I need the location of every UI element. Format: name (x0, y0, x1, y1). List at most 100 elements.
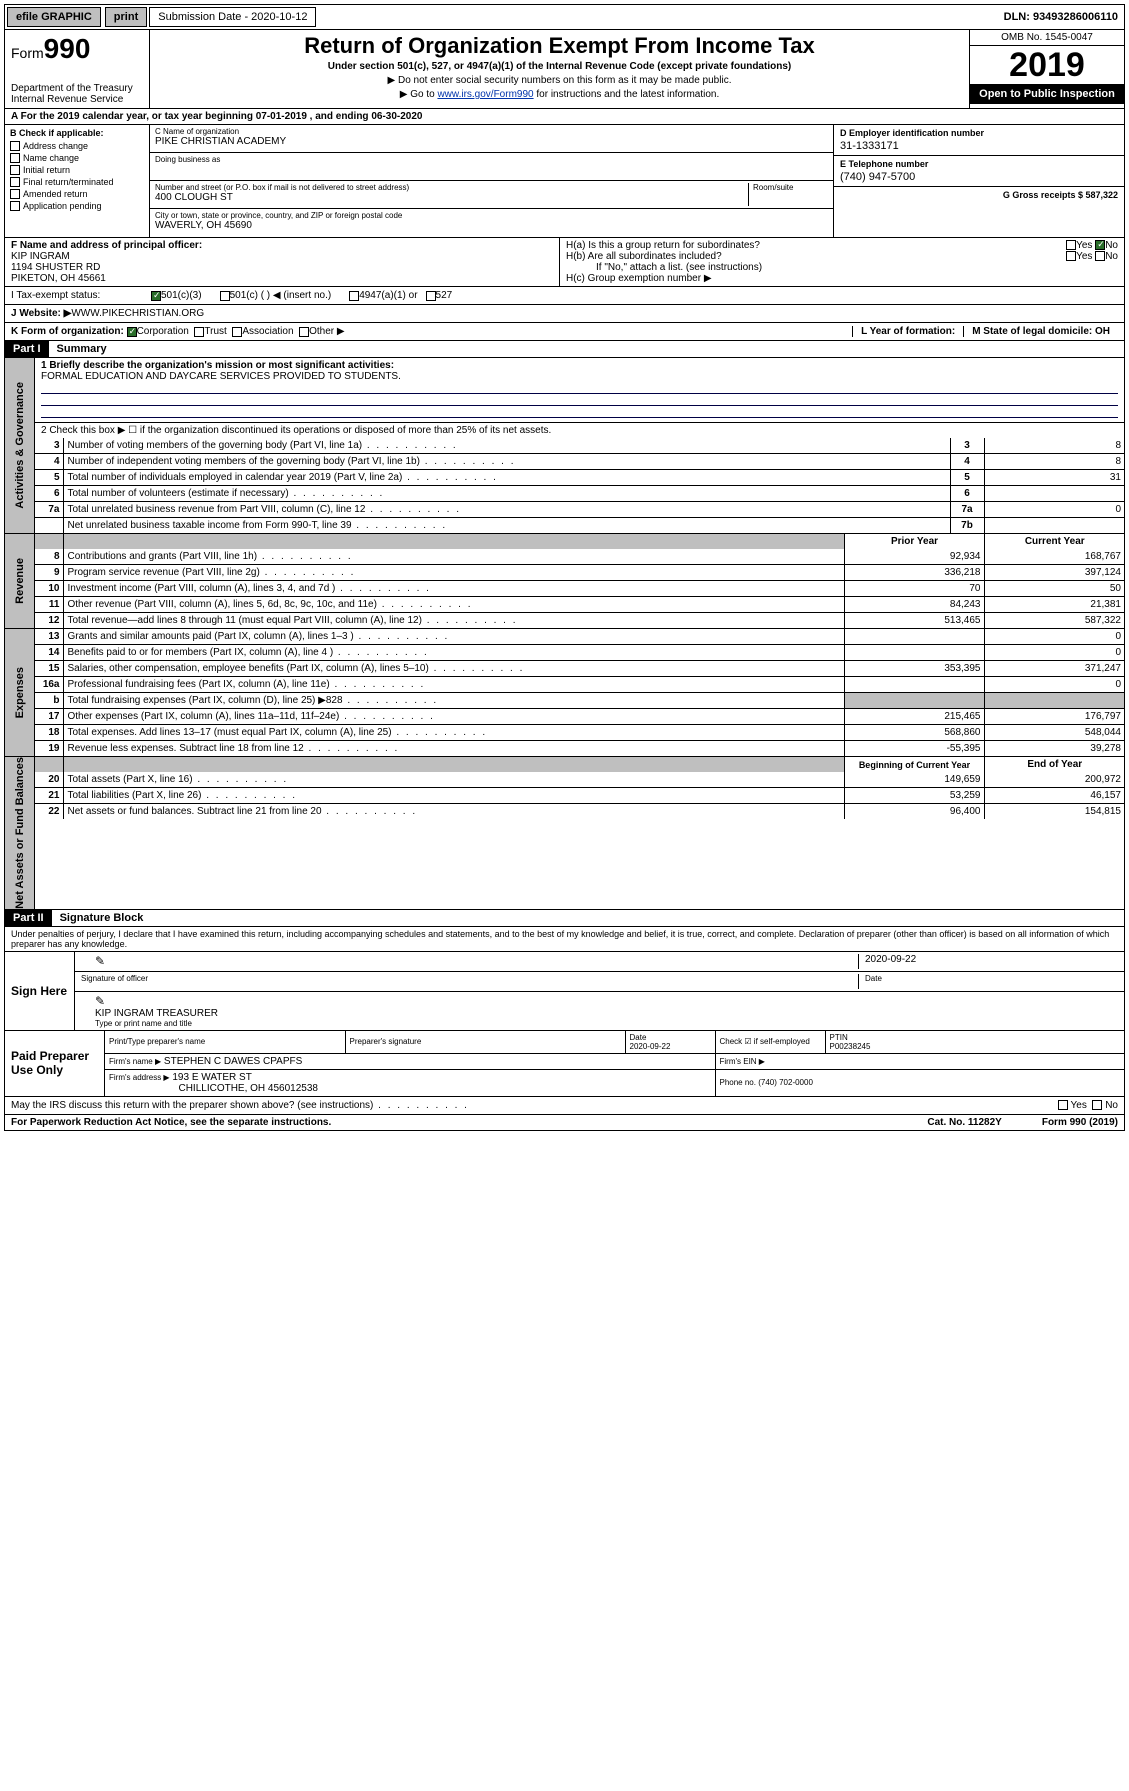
table-row: 18Total expenses. Add lines 13–17 (must … (35, 725, 1124, 741)
open-to-public: Open to Public Inspection (970, 84, 1124, 104)
table-row: bTotal fundraising expenses (Part IX, co… (35, 693, 1124, 709)
ha-yes[interactable] (1066, 240, 1076, 250)
perjury-text: Under penalties of perjury, I declare th… (5, 927, 1124, 951)
irs-link[interactable]: www.irs.gov/Form990 (437, 89, 533, 100)
table-row: 14Benefits paid to or for members (Part … (35, 645, 1124, 661)
form-footer: Form 990 (2019) (1042, 1117, 1118, 1128)
part1-badge: Part I (5, 341, 49, 357)
part2-badge: Part II (5, 910, 52, 926)
chk-corporation[interactable] (127, 327, 137, 337)
rev-h2: Current Year (984, 534, 1124, 549)
chk-name-change[interactable]: Name change (10, 153, 144, 163)
table-row: 9Program service revenue (Part VIII, lin… (35, 565, 1124, 581)
row-j-website: J Website: ▶ WWW.PIKECHRISTIAN.ORG (4, 305, 1125, 323)
sig-date-label: Date (858, 974, 1118, 989)
part1-title: Summary (57, 343, 107, 355)
pen-icon: ✎ (95, 954, 105, 968)
department: Department of the Treasury Internal Reve… (11, 83, 143, 105)
chk-application-pending[interactable]: Application pending (10, 201, 144, 211)
expenses-table: 13Grants and similar amounts paid (Part … (35, 629, 1124, 756)
part2-title: Signature Block (60, 912, 144, 924)
sig-officer-label: Signature of officer (81, 974, 858, 989)
form-label: Form (11, 45, 44, 61)
hb-no[interactable] (1095, 251, 1105, 261)
col-b-header: B Check if applicable: (10, 128, 144, 138)
room-label: Room/suite (753, 183, 828, 192)
hc-label: H(c) Group exemption number ▶ (566, 273, 1118, 284)
chk-4947[interactable] (349, 291, 359, 301)
col-cd: C Name of organization PIKE CHRISTIAN AC… (150, 125, 1124, 237)
discuss-no[interactable] (1092, 1100, 1102, 1110)
expenses-label: Expenses (5, 629, 35, 756)
table-row: 16aProfessional fundraising fees (Part I… (35, 677, 1124, 693)
part2-header-row: Part II Signature Block (4, 910, 1125, 927)
table-row: 11Other revenue (Part VIII, column (A), … (35, 597, 1124, 613)
table-row: 7aTotal unrelated business revenue from … (35, 502, 1124, 518)
typed-name-label: Type or print name and title (95, 1019, 1118, 1028)
col-b-checkboxes: B Check if applicable: Address change Na… (5, 125, 150, 237)
officer-addr1: 1194 SHUSTER RD (11, 262, 553, 273)
chk-trust[interactable] (194, 327, 204, 337)
cat-no: Cat. No. 11282Y (927, 1117, 1001, 1128)
rev-h1: Prior Year (844, 534, 984, 549)
governance-label: Activities & Governance (5, 358, 35, 533)
prep-h2: Preparer's signature (345, 1031, 625, 1054)
row-a-period: A For the 2019 calendar year, or tax yea… (4, 109, 1125, 125)
chk-association[interactable] (232, 327, 242, 337)
omb-number: OMB No. 1545-0047 (970, 30, 1124, 46)
chk-initial-return[interactable]: Initial return (10, 165, 144, 175)
ha-label: H(a) Is this a group return for subordin… (566, 240, 760, 251)
prep-h4: Check ☑ if self-employed (715, 1031, 825, 1054)
ein-label: D Employer identification number (840, 128, 1118, 138)
rev-blank (35, 534, 63, 549)
chk-501c[interactable] (220, 291, 230, 301)
ha-no[interactable] (1095, 240, 1105, 250)
phone-label: E Telephone number (840, 159, 1118, 169)
line2: 2 Check this box ▶ ☐ if the organization… (35, 423, 1124, 438)
chk-other[interactable] (299, 327, 309, 337)
hb-label: H(b) Are all subordinates included? (566, 251, 722, 262)
table-row: 22Net assets or fund balances. Subtract … (35, 804, 1124, 820)
gross-receipts: G Gross receipts $ 587,322 (840, 190, 1118, 200)
preparer-table: Print/Type preparer's name Preparer's si… (105, 1031, 1124, 1096)
netassets-label: Net Assets or Fund Balances (5, 757, 35, 909)
table-row: 19Revenue less expenses. Subtract line 1… (35, 741, 1124, 757)
efile-graphic-button[interactable]: efile GRAPHIC (7, 7, 101, 27)
chk-final-return[interactable]: Final return/terminated (10, 177, 144, 187)
principal-officer: F Name and address of principal officer:… (5, 238, 560, 286)
street-label: Number and street (or P.O. box if mail i… (155, 183, 748, 192)
table-row: 20Total assets (Part X, line 16)149,6592… (35, 772, 1124, 788)
chk-address-change[interactable]: Address change (10, 141, 144, 151)
form-note-1: ▶ Do not enter social security numbers o… (158, 75, 961, 86)
pen-icon-2: ✎ (95, 994, 105, 1008)
street-value: 400 CLOUGH ST (155, 192, 748, 203)
form-note-2: ▶ Go to www.irs.gov/Form990 for instruct… (158, 89, 961, 100)
prep-h1: Print/Type preparer's name (105, 1031, 345, 1054)
print-button[interactable]: print (105, 7, 147, 27)
form-990-page: efile GRAPHIC print Submission Date - 20… (0, 0, 1129, 1135)
f-label: F Name and address of principal officer: (11, 240, 553, 251)
form-header: Form990 Department of the Treasury Inter… (4, 30, 1125, 109)
row-fh: F Name and address of principal officer:… (4, 238, 1125, 287)
paperwork-notice: For Paperwork Reduction Act Notice, see … (11, 1117, 331, 1128)
table-row: 4Number of independent voting members of… (35, 454, 1124, 470)
table-row: 13Grants and similar amounts paid (Part … (35, 629, 1124, 645)
j-label: J Website: ▶ (11, 308, 71, 319)
line1-label: 1 Briefly describe the organization's mi… (41, 360, 1118, 371)
hb-yes[interactable] (1066, 251, 1076, 261)
discuss-row: May the IRS discuss this return with the… (5, 1096, 1124, 1114)
officer-name: KIP INGRAM (11, 251, 553, 262)
table-row: 5Total number of individuals employed in… (35, 470, 1124, 486)
tax-year: 2019 (970, 46, 1124, 84)
netassets-table: Beginning of Current Year End of Year 20… (35, 757, 1124, 819)
na-h1: Beginning of Current Year (844, 757, 984, 772)
l-label: L Year of formation: (861, 326, 955, 337)
chk-527[interactable] (426, 291, 436, 301)
chk-amended[interactable]: Amended return (10, 189, 144, 199)
dln: DLN: 93493286006110 (998, 11, 1124, 23)
discuss-yes[interactable] (1058, 1100, 1068, 1110)
dba-label: Doing business as (155, 155, 828, 164)
chk-501c3[interactable] (151, 291, 161, 301)
entity-block: B Check if applicable: Address change Na… (4, 125, 1125, 238)
m-label: M State of legal domicile: OH (972, 326, 1110, 337)
